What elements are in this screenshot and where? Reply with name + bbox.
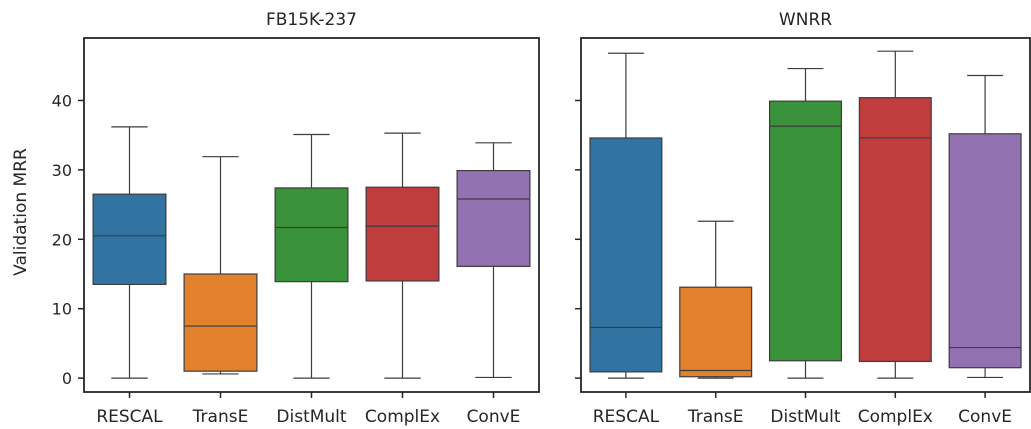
x-tick-label: ComplEx	[365, 407, 440, 427]
x-tick-label: RESCAL	[593, 407, 660, 427]
iqr-box	[92, 193, 167, 286]
box-transe	[679, 220, 753, 379]
iqr-box	[768, 100, 843, 362]
panel-title: WNRR	[779, 10, 832, 30]
panel-2: WNRR RESCAL TransE DistMult ComplEx ConvE	[575, 10, 1031, 427]
axes-frame	[580, 37, 1031, 393]
iqr-box	[274, 187, 349, 283]
y-tick-label: 30	[52, 161, 72, 180]
x-tick-label: TransE	[192, 407, 249, 427]
y-tick-label: 20	[52, 230, 72, 249]
iqr-box	[948, 133, 1022, 369]
x-tick-label: ComplEx	[858, 407, 933, 427]
iqr-box	[183, 273, 258, 372]
x-tick-label: ConvE	[467, 407, 521, 427]
y-axis-label: Validation MRR	[11, 148, 31, 276]
x-tick-label: RESCAL	[96, 407, 163, 427]
box-rescal	[92, 126, 167, 379]
box-transe	[183, 156, 258, 375]
panel-title: FB15K-237	[266, 10, 357, 30]
box-distmult	[274, 133, 349, 379]
x-tick-label: DistMult	[770, 407, 841, 427]
x-tick-label: DistMult	[276, 407, 347, 427]
box-conve	[456, 142, 531, 379]
box-complex	[365, 132, 440, 379]
iqr-box	[679, 286, 753, 378]
panel-1: FB15K-237 0 10 20 30 40 RESCAL TransE DistMult Co…	[52, 10, 540, 427]
box-distmult	[768, 67, 843, 379]
y-tick-label: 40	[52, 91, 72, 110]
box-rescal	[589, 52, 663, 379]
x-tick-label: ConvE	[958, 407, 1012, 427]
iqr-box	[589, 137, 663, 373]
iqr-box	[456, 169, 531, 267]
iqr-box	[858, 97, 932, 363]
y-tick-label: 0	[62, 369, 72, 388]
x-tick-label: TransE	[687, 407, 744, 427]
axes-frame	[83, 37, 540, 393]
box-conve	[948, 74, 1022, 379]
iqr-box	[365, 186, 440, 282]
box-complex	[858, 50, 932, 379]
y-tick-label: 10	[52, 300, 72, 319]
